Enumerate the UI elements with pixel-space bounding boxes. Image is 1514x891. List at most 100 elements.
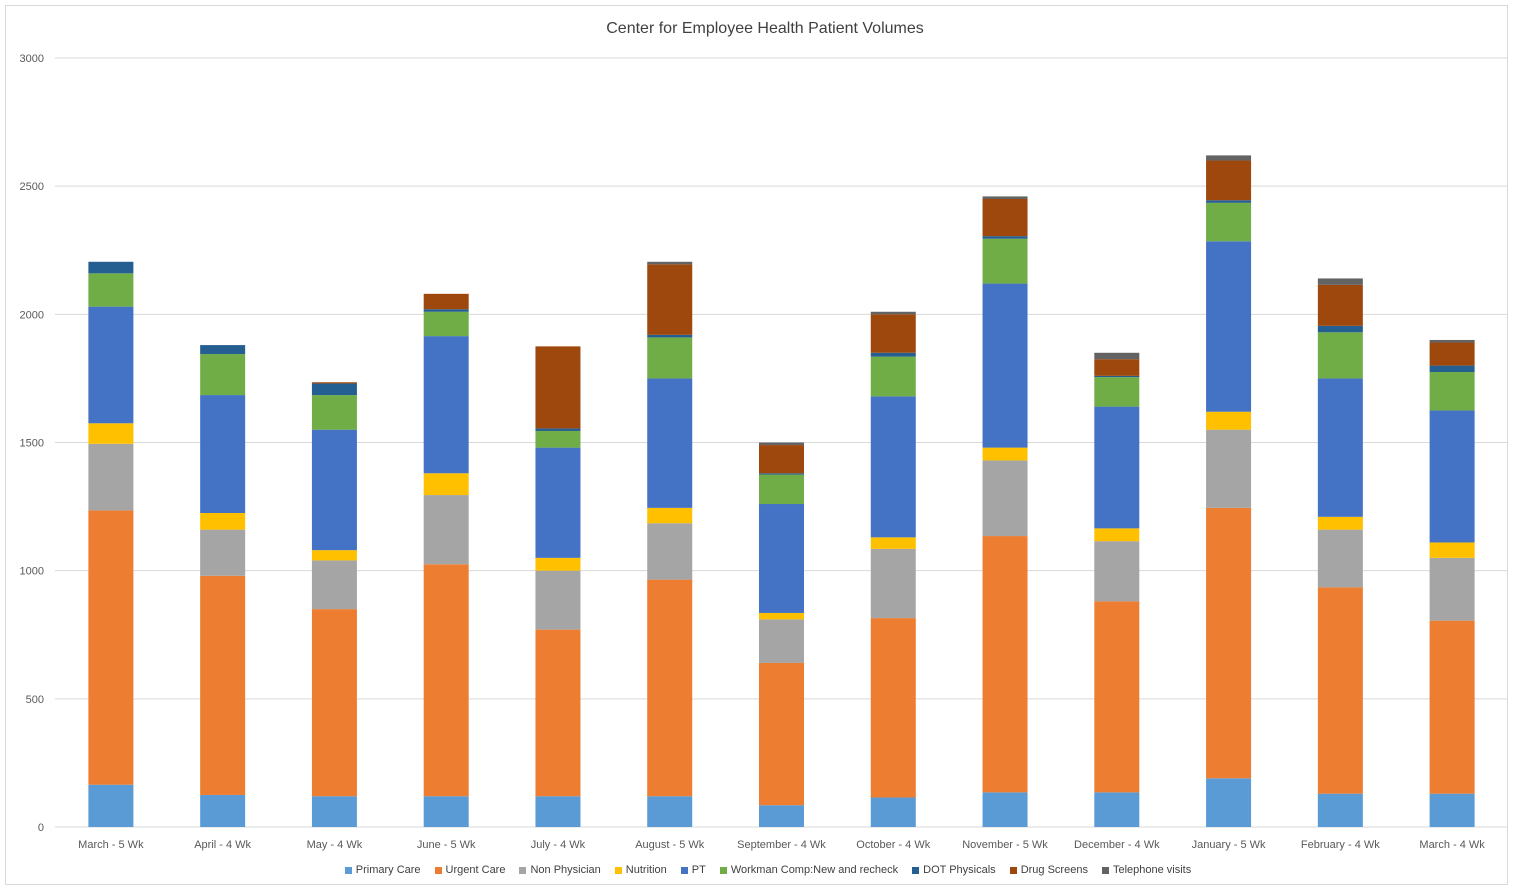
bar-segment	[1429, 557, 1475, 621]
bar-segment	[1094, 375, 1140, 378]
bar-segment	[1429, 410, 1475, 543]
bar-segment	[982, 196, 1028, 199]
legend-item: PT	[680, 864, 706, 876]
legend-item: Workman Comp:New and recheck	[719, 864, 898, 876]
bar-segment	[1206, 411, 1252, 430]
bar-segment	[423, 796, 469, 827]
bar-segment	[1206, 202, 1252, 242]
bar-segment	[88, 261, 134, 274]
bar-segment	[1206, 778, 1252, 827]
bar-segment	[423, 293, 469, 310]
x-tick-label: May - 4 Wk	[307, 839, 363, 851]
bar-segment	[423, 309, 469, 312]
bar-segment	[1317, 284, 1363, 326]
bar-segment	[870, 352, 916, 357]
legend-swatch	[344, 866, 352, 874]
bar-segment	[870, 537, 916, 549]
bar-segment	[1094, 541, 1140, 602]
bar-segment	[647, 337, 693, 379]
legend-item: Drug Screens	[1009, 864, 1088, 876]
bar-segment	[870, 548, 916, 619]
bar-segment	[423, 336, 469, 474]
bar-segment	[1429, 542, 1475, 558]
bar-segment	[759, 619, 804, 663]
bar-segment	[311, 609, 357, 797]
y-tick-label: 500	[26, 694, 44, 706]
y-tick-label: 2500	[20, 181, 44, 193]
bar-segment	[423, 495, 469, 565]
bar-segment	[88, 443, 134, 511]
y-tick-label: 2000	[20, 309, 44, 321]
legend: Primary Care Urgent Care Non Physician Nutr…	[0, 864, 1514, 876]
bar-segment	[1429, 365, 1475, 373]
chart-border	[5, 5, 1508, 885]
bar-segment	[200, 354, 246, 396]
bar-segment	[870, 356, 916, 397]
legend-label: DOT Physicals	[923, 864, 996, 876]
legend-swatch	[519, 866, 527, 874]
bar-segment	[311, 560, 357, 610]
x-tick-label: August - 5 Wk	[635, 839, 705, 851]
x-tick-label: April - 4 Wk	[194, 839, 251, 851]
bar-segment	[982, 460, 1028, 537]
y-tick-label: 3000	[20, 53, 44, 65]
bar-segment	[647, 523, 693, 580]
x-tick-label: November - 5 Wk	[962, 839, 1048, 851]
bar-segment	[647, 507, 693, 524]
bar-segment	[535, 346, 581, 429]
bar-segment	[759, 445, 804, 474]
bar-segment	[200, 345, 246, 355]
bar-segment	[535, 430, 581, 448]
bar-segment	[1429, 342, 1475, 366]
legend-item: Telephone visits	[1101, 864, 1192, 876]
legend-label: Telephone visits	[1112, 864, 1192, 876]
legend-swatch	[912, 866, 920, 874]
bar-segment	[647, 261, 693, 265]
bar-segment	[311, 429, 357, 551]
bar-segment	[535, 447, 581, 558]
bar-segment	[535, 796, 581, 827]
legend-swatch	[434, 866, 442, 874]
bar-segment	[535, 629, 581, 797]
bar-segment	[982, 536, 1028, 793]
bar-segment	[870, 618, 916, 798]
bar-segment	[88, 784, 134, 827]
bar-segment	[982, 447, 1028, 461]
bar-segment	[1206, 200, 1252, 203]
bar-segment	[1206, 507, 1252, 779]
bar-segment	[1429, 372, 1475, 411]
bar-segment	[870, 314, 916, 353]
bar-segment	[1094, 528, 1140, 542]
bar-segment	[1094, 359, 1140, 376]
bar-segment	[1429, 793, 1475, 827]
legend-swatch	[1009, 866, 1017, 874]
bar-segment	[982, 283, 1028, 448]
x-tick-label: March - 4 Wk	[1419, 839, 1485, 851]
bar-segment	[1206, 241, 1252, 412]
bar-segment	[647, 378, 693, 508]
bar-segment	[982, 238, 1028, 284]
bar-segment	[311, 796, 357, 827]
bar-segment	[88, 273, 134, 307]
bar-segment	[647, 334, 693, 338]
y-tick-label: 1000	[20, 566, 44, 578]
chart-title: Center for Employee Health Patient Volum…	[606, 20, 924, 37]
legend-item: Nutrition	[614, 864, 667, 876]
legend-label: Drug Screens	[1020, 864, 1088, 876]
bar-segment	[200, 794, 246, 827]
bar-segment	[870, 396, 916, 538]
bar-segment	[311, 383, 357, 396]
bar-segment	[423, 564, 469, 797]
bar-segment	[1094, 601, 1140, 793]
bar-segment	[200, 395, 246, 513]
x-tick-label: March - 5 Wk	[78, 839, 144, 851]
bar-segment	[1317, 516, 1363, 530]
plot-area: 0 500 1000 1500 2000 2500 3000 March - 5 Wk Apri…	[20, 53, 1508, 851]
bar-segment	[982, 792, 1028, 827]
legend-label: Primary Care	[355, 864, 421, 876]
bar-segment	[88, 306, 134, 424]
bar-segment	[88, 510, 134, 785]
legend-swatch	[680, 866, 688, 874]
bar-segment	[759, 474, 804, 505]
bar-segment	[870, 797, 916, 827]
